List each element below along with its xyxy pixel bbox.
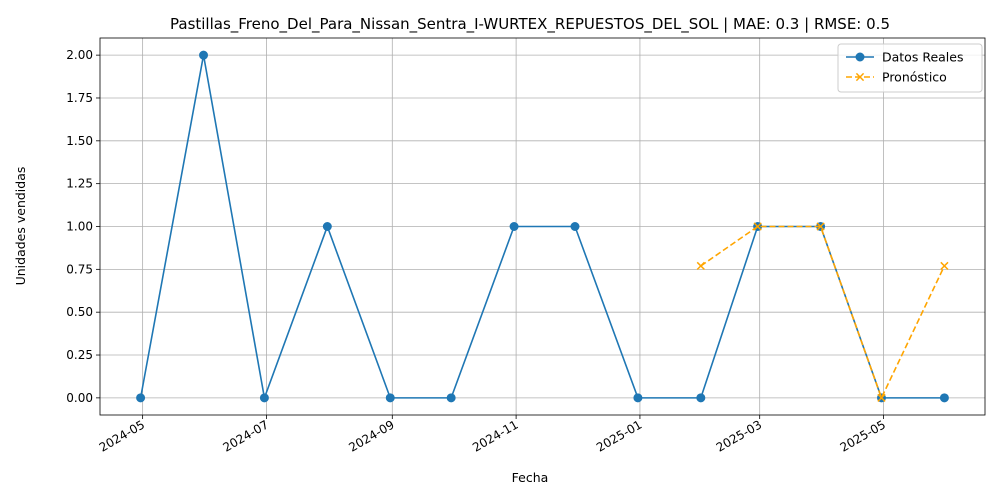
y-tick-label: 1.75 (66, 91, 93, 105)
legend-box (837, 43, 983, 93)
x-marker-stroke (855, 72, 865, 82)
x-axis-label: Fecha (512, 470, 549, 485)
data-point-datos-reales (939, 393, 949, 403)
legend-item-pronostico: Pronóstico (846, 70, 947, 85)
x-tick-label: 2025-01 (594, 417, 644, 454)
data-point-datos-reales (322, 222, 332, 231)
y-tick-label: 1.50 (66, 134, 93, 148)
y-tick-label: 1.00 (66, 220, 93, 234)
chart-title: Pastillas_Freno_Del_Para_Nissan_Sentra_I… (170, 15, 890, 34)
x-marker-stroke (753, 222, 762, 231)
data-point-pronostico (696, 261, 705, 271)
data-point-datos-reales (570, 222, 580, 231)
data-point-datos-reales (633, 393, 643, 403)
x-tick-label: 2024-11 (470, 417, 520, 454)
data-point-datos-reales (259, 393, 269, 403)
legend-marker (855, 72, 865, 82)
legend-marker (855, 52, 865, 62)
data-point-datos-reales (385, 393, 395, 403)
x-tick-label: 2025-05 (838, 417, 888, 454)
x-tick-label: 2024-09 (346, 417, 396, 454)
y-tick-label: 2.00 (66, 48, 93, 62)
y-tick-label: 0.25 (66, 348, 93, 362)
legend-label: Pronóstico (882, 70, 947, 85)
x-marker-stroke (877, 393, 886, 402)
data-point-pronostico (816, 222, 825, 231)
x-marker-stroke (816, 222, 825, 231)
series-line-pronostico (700, 225, 946, 400)
data-point-datos-reales (446, 393, 456, 403)
x-marker-stroke (940, 261, 949, 271)
y-tick-label: 0.75 (66, 262, 93, 276)
x-tick-label: 2025-03 (714, 417, 764, 454)
data-point-pronostico (753, 222, 762, 231)
x-marker-stroke (696, 261, 705, 271)
y-axis-label: Unidades vendidas (13, 167, 28, 286)
data-point-datos-reales (696, 393, 706, 403)
ticks: 0.00 0.25 0.50 0.75 1.00 1.25 1.50 1.75 2.00 2024… (66, 48, 888, 455)
legend-item-datos-reales: Datos Reales (846, 50, 963, 65)
legend-label: Datos Reales (882, 50, 963, 65)
data-point-pronostico (877, 393, 886, 402)
data-point-datos-reales (136, 393, 146, 403)
legend: Datos Reales Pronóstico (837, 43, 983, 93)
y-tick-label: 0.00 (66, 391, 93, 405)
x-tick-label: 2024-07 (221, 417, 271, 454)
data-point-pronostico (940, 261, 949, 271)
data-point-datos-reales (509, 222, 519, 231)
series-layer (136, 50, 949, 403)
series-pronostico (696, 222, 949, 402)
y-tick-label: 0.50 (66, 305, 93, 319)
x-tick-label: 2024-05 (97, 417, 147, 454)
data-point-datos-reales (199, 50, 209, 60)
y-tick-label: 1.25 (66, 177, 93, 191)
